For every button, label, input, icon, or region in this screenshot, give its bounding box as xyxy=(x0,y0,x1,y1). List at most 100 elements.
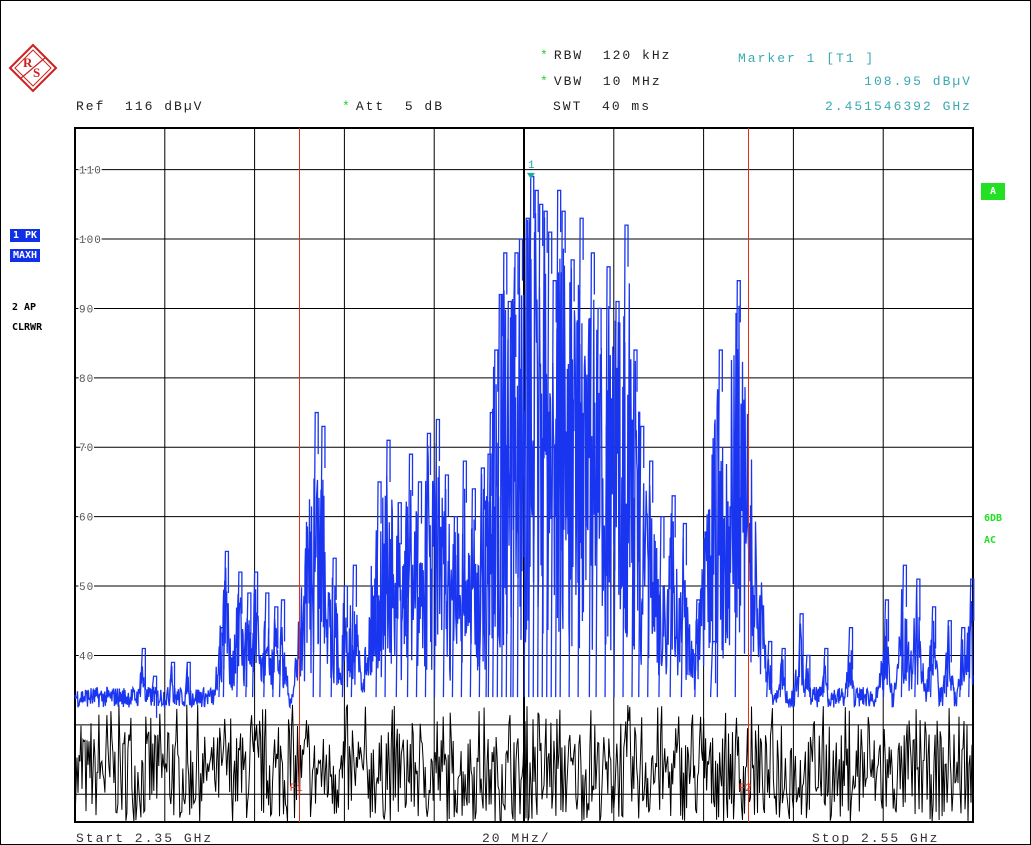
trace-1-peak xyxy=(487,411,494,698)
trace-1-peak xyxy=(846,627,854,698)
trace-1-peak xyxy=(384,439,391,698)
trace-1-peak xyxy=(442,474,450,698)
trace-1-peak xyxy=(263,592,270,698)
svg-text:R: R xyxy=(23,55,33,70)
coupling-indicator: AC xyxy=(984,535,997,546)
trace-1-peak xyxy=(680,522,688,698)
trace-1-peak xyxy=(532,189,539,698)
y-tick-label: 100 xyxy=(79,235,102,247)
trace-1-peak xyxy=(478,467,485,698)
swt-label: SWT xyxy=(553,99,583,114)
trace-1-peak xyxy=(395,502,402,698)
trace-1-peak xyxy=(647,460,654,698)
trace-1-peak xyxy=(278,599,286,698)
y-tick-label: 90 xyxy=(79,304,94,316)
f-line-label-f1: F1 xyxy=(290,783,304,795)
rbw-value: 120 kHz xyxy=(602,48,672,63)
y-tick-labels: 40 50 60 70 80 90 100 110 xyxy=(78,164,103,665)
y-tick-label: 80 xyxy=(79,374,94,386)
trace-1-peak xyxy=(929,606,937,698)
y-tick-label: 110 xyxy=(79,166,102,178)
trace-1-peak xyxy=(415,481,423,698)
trace-1-peak xyxy=(555,189,562,698)
trace-1-peak xyxy=(168,661,176,705)
trace-1-peak xyxy=(882,599,890,698)
trace-1-peak xyxy=(496,293,503,698)
trace-1-peak xyxy=(236,571,243,698)
marker-level: 108.95 dBµV xyxy=(864,74,972,89)
trace-1-peak xyxy=(272,606,279,698)
trace-1-peak xyxy=(914,578,921,698)
trace-1-peak xyxy=(550,280,557,698)
trace-1-peak xyxy=(631,349,638,698)
trace-1-peak xyxy=(945,620,952,698)
trace-1-peak xyxy=(341,585,349,698)
trace-1-peak xyxy=(568,259,575,698)
vbw-label: VBW xyxy=(553,74,584,89)
y-tick-label: 60 xyxy=(79,513,94,525)
marker: 1 xyxy=(526,160,535,179)
y-tick-label: 50 xyxy=(79,582,94,594)
rbw-readout: * RBW 120 kHz xyxy=(540,48,672,63)
trace-1-peak xyxy=(139,647,146,698)
trace-1-peak xyxy=(251,571,259,698)
trace-1-peak xyxy=(900,564,908,698)
trace-1-peak xyxy=(658,515,665,698)
marker-frequency: 2.451546392 GHz xyxy=(824,99,972,114)
trace-1-peak xyxy=(734,280,741,698)
trace-1-peak xyxy=(184,661,191,705)
trace-1-peak xyxy=(516,238,524,698)
trace-1-peak xyxy=(604,266,611,698)
vbw-value: 10 MHz xyxy=(602,74,662,89)
trace-1-peak xyxy=(350,564,358,698)
trace-1-peak xyxy=(766,640,773,698)
trace-1-peak xyxy=(822,647,829,698)
y-tick-label: 70 xyxy=(79,443,94,455)
trace-1-peak xyxy=(523,217,530,698)
att-label: Att xyxy=(355,99,386,114)
trace-1-peak xyxy=(222,550,230,698)
attenuation-step-indicator: 6DB xyxy=(984,513,1003,524)
trace-1-peak xyxy=(319,425,326,698)
trace-1-peak xyxy=(716,349,723,698)
trace2-detector-label: 2 AP xyxy=(12,302,37,313)
attenuation-readout: * Att 5 dB xyxy=(342,99,445,114)
ref-value: 116 dBµV xyxy=(125,99,204,114)
svg-text:S: S xyxy=(33,65,40,80)
trace-2-average xyxy=(74,704,974,824)
stop-frequency: Stop 2.55 GHz xyxy=(812,831,939,845)
trace-1-peak xyxy=(588,252,595,698)
start-frequency: Start 2.35 GHz xyxy=(76,831,213,845)
trace-1-peak xyxy=(669,495,676,698)
trace-1-peak xyxy=(968,578,975,698)
rbw-label: RBW xyxy=(553,48,584,63)
trace-1-peak xyxy=(541,210,548,698)
trace-1-peak xyxy=(559,210,566,698)
trace1-mode-badge: MAXH xyxy=(10,249,41,262)
trace-1-peak xyxy=(804,654,811,698)
marker-1-label: 1 xyxy=(528,160,535,172)
trace-1-peak xyxy=(537,203,544,698)
trace-1-peak xyxy=(469,488,477,698)
traces xyxy=(74,175,975,824)
ref-level-readout: Ref 116 dBµV xyxy=(76,99,203,114)
trace-1-peak xyxy=(312,411,319,698)
trace-1-peak xyxy=(245,592,252,698)
trace-1-peak xyxy=(959,627,966,698)
trace-1-peak xyxy=(501,252,508,698)
y-tick-label: 40 xyxy=(79,651,94,663)
marker-1-triangle xyxy=(526,172,535,179)
f-line-label-f2: F2 xyxy=(739,783,752,795)
trace-1-peak xyxy=(779,647,786,698)
vbw-readout: * VBW 10 MHz xyxy=(540,74,662,89)
trace-1-peak xyxy=(492,349,499,698)
trace2-mode-label: CLRWR xyxy=(12,322,43,333)
trace1-detector-badge: 1 PK xyxy=(10,229,41,242)
swt-readout: SWT 40 ms xyxy=(553,99,651,114)
trace-1-peak xyxy=(622,224,629,698)
trace-1-peak xyxy=(638,425,645,698)
trace-1-peak xyxy=(709,640,717,698)
trace-1-peak xyxy=(375,481,382,698)
trace-1-peak xyxy=(433,418,441,698)
